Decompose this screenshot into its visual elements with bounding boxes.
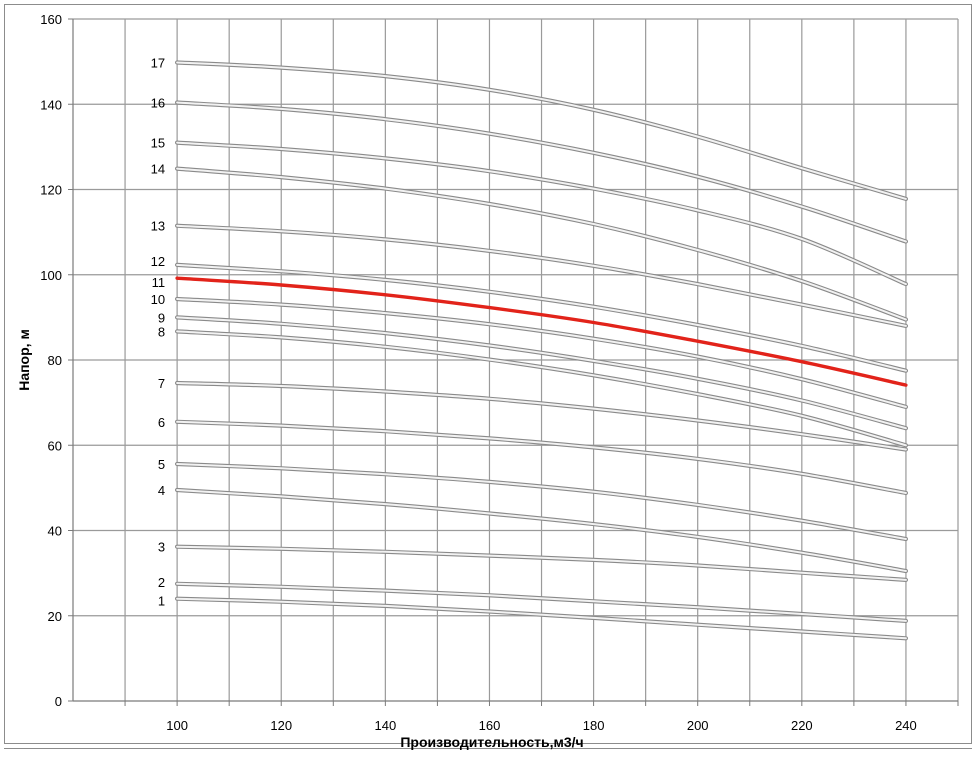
curve-line-11 (175, 276, 908, 387)
y-tick-label: 0 (55, 694, 62, 709)
bottom-panel-border (4, 748, 972, 765)
curve-label-9: 9 (158, 310, 165, 325)
x-tick-label: 120 (270, 718, 292, 733)
curve-line-13 (176, 224, 907, 327)
chart-frame (4, 4, 972, 744)
curve-line-1 (176, 597, 907, 640)
x-tick-label: 180 (583, 718, 605, 733)
x-tick-label: 160 (479, 718, 501, 733)
curve-line-8 (176, 330, 907, 447)
curve-line-12 (176, 263, 907, 372)
curve-label-15: 15 (151, 136, 165, 151)
curve-line-2 (176, 582, 907, 622)
curve-label-8: 8 (158, 324, 165, 339)
chart-axes (68, 18, 959, 706)
x-tick-label: 100 (166, 718, 188, 733)
x-axis-title: Производительность,м3/ч (400, 734, 583, 750)
y-tick-label: 120 (40, 183, 62, 198)
curve-line-5 (176, 463, 907, 540)
y-tick-label: 80 (48, 353, 62, 368)
y-axis-title: Напор, м (16, 329, 32, 391)
y-tick-label: 40 (48, 524, 62, 539)
curve-line-10 (176, 298, 907, 408)
curve-label-4: 4 (158, 483, 165, 498)
curve-line-3 (176, 545, 907, 581)
curve-label-6: 6 (158, 415, 165, 430)
curve-line-14 (176, 167, 907, 321)
x-tick-label: 240 (895, 718, 917, 733)
curve-line-7 (176, 382, 907, 451)
x-tick-labels: 100 120 140 160 180 200 220 240 (166, 718, 917, 733)
curve-label-12: 12 (151, 254, 165, 269)
y-tick-label: 20 (48, 609, 62, 624)
x-tick-label: 140 (375, 718, 397, 733)
curve-label-16: 16 (151, 96, 165, 111)
curve-label-7: 7 (158, 376, 165, 391)
x-tick-label: 200 (687, 718, 709, 733)
curve-label-17: 17 (151, 55, 165, 70)
y-tick-label: 140 (40, 97, 62, 112)
curve-label-10: 10 (151, 292, 165, 307)
curve-line-9 (176, 316, 907, 430)
curve-label-1: 1 (158, 594, 165, 609)
y-tick-label: 100 (40, 268, 62, 283)
curve-line-4 (176, 489, 907, 572)
y-tick-label: 60 (48, 438, 62, 453)
curve-label-14: 14 (151, 162, 165, 177)
curve-line-15 (176, 141, 907, 286)
curve-label-11: 11 (152, 275, 166, 290)
curve-label-3: 3 (158, 540, 165, 555)
curve-line-16 (176, 101, 907, 243)
y-tick-label: 160 (40, 12, 62, 27)
y-tick-labels: 0 20 40 60 80 100 120 140 160 (40, 12, 62, 709)
curve-label-2: 2 (158, 575, 165, 590)
curve-label-13: 13 (151, 219, 165, 234)
curve-line-6 (176, 420, 907, 494)
x-tick-label: 220 (791, 718, 813, 733)
curve-line-17 (176, 61, 907, 200)
pump-curves (175, 60, 908, 641)
curve-label-5: 5 (158, 457, 165, 472)
